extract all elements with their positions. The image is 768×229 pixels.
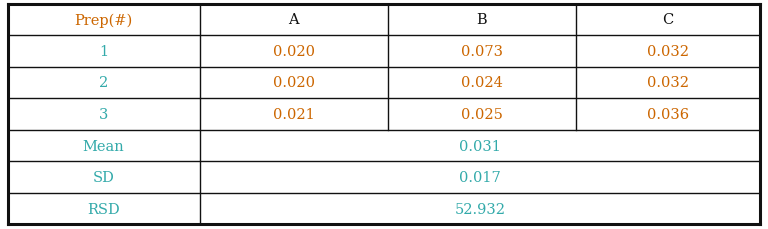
Text: B: B	[476, 13, 487, 27]
Text: 0.073: 0.073	[461, 45, 503, 59]
Text: 1: 1	[99, 45, 108, 59]
Text: 0.025: 0.025	[461, 108, 503, 121]
Text: 0.021: 0.021	[273, 108, 315, 121]
Text: 0.017: 0.017	[459, 170, 501, 184]
Text: 2: 2	[99, 76, 108, 90]
Text: 0.036: 0.036	[647, 108, 689, 121]
Text: 0.020: 0.020	[273, 76, 315, 90]
Text: Mean: Mean	[83, 139, 124, 153]
Text: A: A	[288, 13, 299, 27]
Text: 0.020: 0.020	[273, 45, 315, 59]
Text: 52.932: 52.932	[455, 202, 505, 216]
Text: 0.024: 0.024	[461, 76, 503, 90]
Text: SD: SD	[93, 170, 114, 184]
Text: Prep(#): Prep(#)	[74, 13, 133, 27]
Text: 0.032: 0.032	[647, 45, 689, 59]
Text: 3: 3	[99, 108, 108, 121]
Text: 0.031: 0.031	[459, 139, 501, 153]
Text: C: C	[663, 13, 674, 27]
Text: RSD: RSD	[88, 202, 120, 216]
Text: 0.032: 0.032	[647, 76, 689, 90]
